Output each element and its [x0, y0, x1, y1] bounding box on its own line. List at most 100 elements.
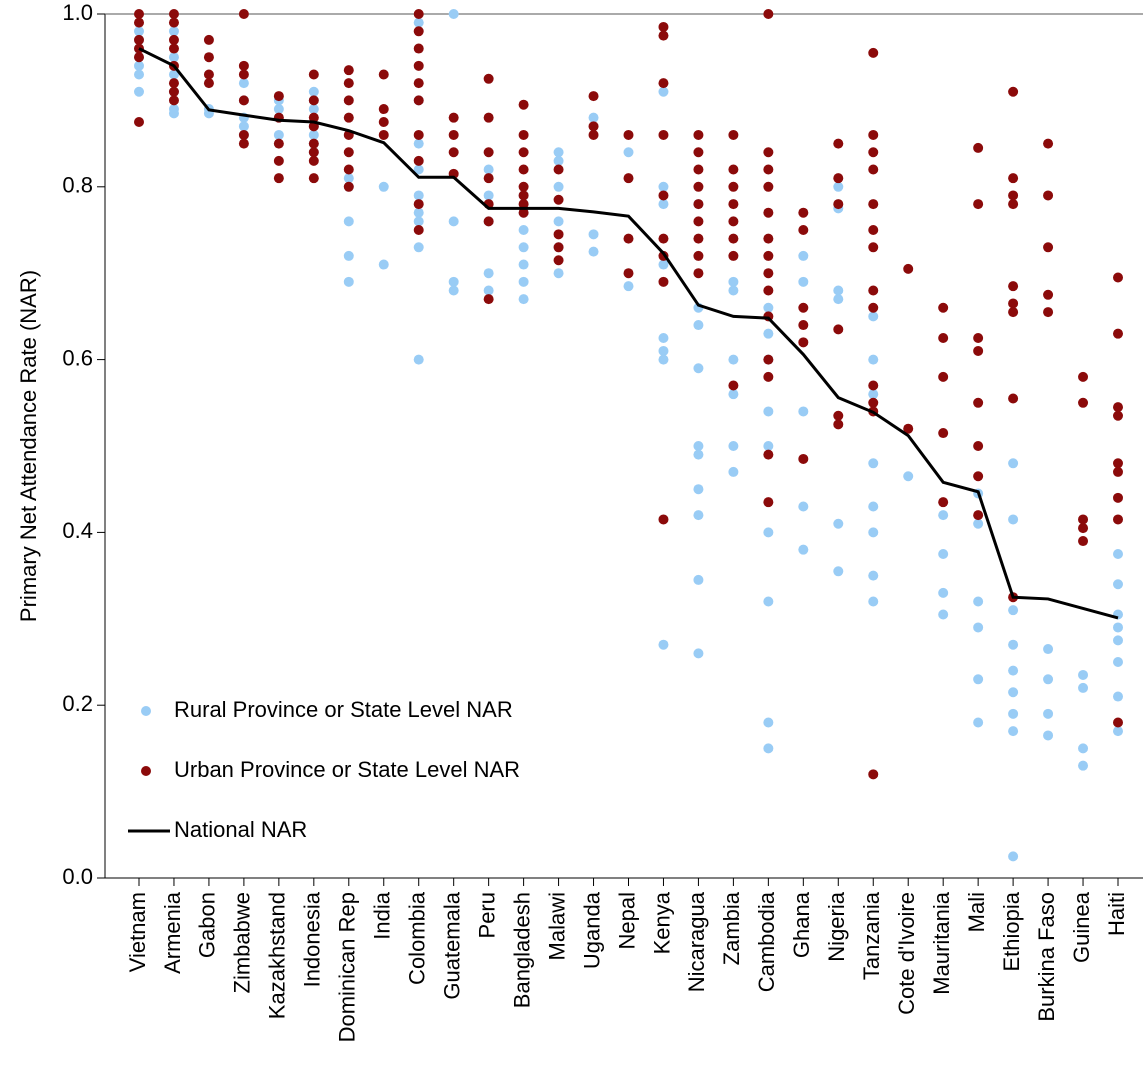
x-tick-label: Ethiopia: [999, 891, 1024, 971]
data-point: [448, 285, 459, 296]
y-tick-label: 0.2: [62, 691, 93, 716]
x-tick-label: Guatemala: [439, 891, 464, 999]
data-point: [868, 527, 879, 538]
data-point: [238, 138, 249, 149]
data-point: [973, 333, 984, 343]
data-point: [273, 138, 284, 149]
x-tick-label: Kazakhstand: [265, 892, 290, 1019]
data-point: [448, 9, 459, 19]
data-point: [658, 276, 669, 287]
x-tick-label: Uganda: [579, 891, 604, 969]
data-point: [868, 596, 879, 607]
y-tick-label: 0.4: [62, 518, 93, 543]
data-point: [728, 441, 739, 451]
y-tick-label: 1.0: [62, 0, 93, 25]
data-point: [973, 199, 984, 210]
data-point: [168, 69, 179, 80]
data-point: [1113, 402, 1123, 413]
data-point: [413, 199, 424, 210]
data-point: [868, 285, 879, 296]
data-point: [378, 104, 389, 115]
data-point: [763, 207, 774, 218]
data-point: [623, 268, 634, 279]
data-point: [518, 294, 529, 305]
data-point: [518, 181, 529, 192]
y-tick-label: 0.6: [62, 345, 93, 370]
y-axis-label: Primary Net Attendance Rate (NAR): [16, 270, 41, 622]
data-point: [658, 181, 669, 192]
data-point: [693, 363, 704, 374]
data-point: [238, 78, 249, 89]
data-point: [693, 233, 704, 244]
data-point: [134, 34, 144, 45]
data-point: [868, 47, 879, 58]
data-point: [308, 155, 319, 166]
data-point: [168, 43, 179, 54]
x-tick-label: Nepal: [614, 892, 639, 949]
data-point: [903, 471, 914, 482]
data-point: [1113, 579, 1123, 590]
data-point: [483, 216, 494, 227]
data-point: [378, 129, 389, 140]
data-point: [973, 441, 984, 451]
data-point: [728, 181, 739, 192]
data-point: [518, 99, 529, 110]
data-point: [553, 194, 564, 205]
data-point: [693, 268, 704, 279]
data-point: [378, 69, 389, 80]
data-point: [728, 129, 739, 140]
data-point: [658, 345, 669, 356]
data-point: [553, 164, 564, 175]
data-point: [658, 190, 669, 201]
data-point: [938, 587, 949, 598]
data-point: [483, 173, 494, 184]
legend-marker: [141, 706, 151, 716]
data-point: [518, 207, 529, 218]
data-point: [343, 78, 354, 89]
data-point: [903, 263, 914, 274]
data-point: [868, 129, 879, 140]
data-point: [798, 337, 809, 348]
data-point: [763, 147, 774, 158]
data-point: [168, 86, 179, 97]
data-point: [203, 78, 214, 89]
data-point: [238, 69, 249, 80]
data-point: [168, 95, 179, 106]
data-point: [273, 104, 284, 115]
data-point: [1113, 657, 1123, 667]
data-point: [833, 410, 844, 421]
x-tick-label: Gabon: [195, 892, 220, 958]
data-point: [483, 164, 494, 175]
data-point: [1113, 726, 1123, 737]
data-point: [553, 242, 564, 253]
data-point: [728, 354, 739, 365]
data-point: [693, 216, 704, 227]
x-tick-label: Haiti: [1104, 892, 1129, 936]
data-point: [623, 129, 634, 140]
x-tick-label: Cote d'Ivoire: [894, 892, 919, 1015]
data-point: [763, 302, 774, 313]
data-point: [168, 17, 179, 28]
data-point: [238, 60, 249, 71]
data-point: [308, 69, 319, 80]
data-point: [973, 471, 984, 482]
data-point: [1008, 298, 1019, 309]
data-point: [693, 484, 704, 495]
data-point: [518, 259, 529, 270]
data-point: [134, 9, 144, 19]
data-point: [413, 43, 424, 54]
x-tick-label: Nicaragua: [684, 891, 709, 992]
data-point: [1008, 199, 1019, 210]
data-point: [1113, 691, 1123, 702]
data-point: [1008, 86, 1019, 97]
data-point: [763, 164, 774, 175]
x-tick-label: Kenya: [649, 891, 674, 954]
data-point: [1043, 730, 1054, 741]
data-point: [238, 9, 249, 19]
data-point: [868, 147, 879, 158]
data-point: [483, 112, 494, 123]
data-point: [238, 95, 249, 106]
data-point: [203, 69, 214, 80]
data-point: [868, 302, 879, 313]
data-point: [658, 78, 669, 89]
